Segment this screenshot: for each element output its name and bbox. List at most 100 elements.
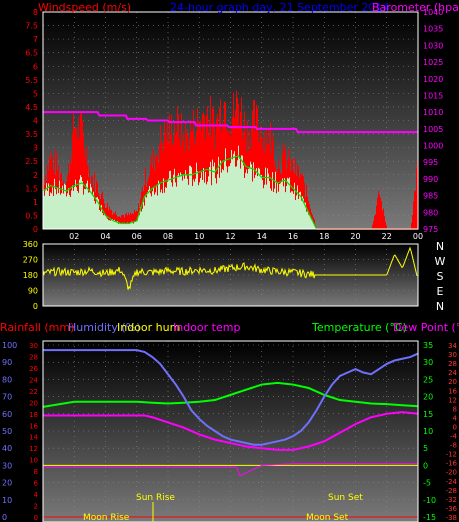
rainfall-tick-label: 12 bbox=[29, 445, 38, 453]
dewpoint-tick-label: -20 bbox=[446, 469, 457, 477]
rainfall-tick-label: 4 bbox=[34, 491, 39, 499]
humidity-tick-label: 100 bbox=[2, 341, 17, 350]
compass-label: W bbox=[435, 255, 446, 268]
direction-tick-label: 360 bbox=[23, 240, 38, 249]
wind-axis-label: Windspeed (m/s) bbox=[38, 1, 131, 14]
wind-tick-label: 2 bbox=[33, 171, 38, 180]
dewpoint-tick-label: 20 bbox=[448, 378, 457, 386]
direction-panel-marks bbox=[42, 246, 418, 290]
compass-label: E bbox=[437, 285, 444, 298]
dewpoint-tick-label: 12 bbox=[448, 396, 457, 404]
barometer-tick-label: 1040 bbox=[423, 8, 443, 17]
time-tick-label: 22 bbox=[382, 232, 392, 241]
dewpoint-tick-label: 34 bbox=[448, 342, 457, 350]
time-tick-label: 08 bbox=[163, 232, 173, 241]
temperature-tick-label: 15 bbox=[423, 410, 433, 419]
humidity-tick-label: 50 bbox=[2, 427, 12, 436]
direction-ticks-left: 0 90 180 270 360 bbox=[23, 240, 38, 311]
direction-panel-frame bbox=[42, 243, 419, 307]
temperature-tick-label: 25 bbox=[423, 375, 433, 384]
wind-tick-label: 1.5 bbox=[25, 184, 38, 193]
time-tick-label: 12 bbox=[225, 232, 235, 241]
barometer-tick-label: 1000 bbox=[423, 142, 443, 151]
temperature-tick-label: -10 bbox=[423, 496, 436, 505]
rainfall-tick-label: 22 bbox=[29, 388, 38, 396]
legend-temperature: Temperature (°C) bbox=[311, 321, 407, 334]
humidity-ticks: 0 10 20 30 40 50 60 70 80 90 100 bbox=[2, 341, 17, 522]
barometer-line bbox=[43, 111, 418, 134]
rainfall-tick-label: 24 bbox=[29, 376, 38, 384]
wind-tick-label: 0.5 bbox=[25, 211, 38, 220]
dewpoint-tick-label: 16 bbox=[448, 387, 457, 395]
barometer-tick-label: 1035 bbox=[423, 25, 443, 34]
humidity-tick-label: 90 bbox=[2, 358, 12, 367]
time-tick-label: 18 bbox=[319, 232, 329, 241]
wind-tick-label: 3 bbox=[33, 144, 38, 153]
humidity-tick-label: 70 bbox=[2, 393, 12, 402]
rainfall-tick-label: 8 bbox=[34, 468, 38, 476]
humidity-tick-label: 80 bbox=[2, 375, 12, 384]
wind-tick-label: 5.5 bbox=[25, 76, 38, 85]
barometer-axis-label: Barometer (hpa) bbox=[372, 1, 459, 14]
temp-panel-marks bbox=[42, 349, 419, 518]
barometer-tick-label: 985 bbox=[423, 192, 438, 201]
wind-tick-label: 0 bbox=[33, 225, 38, 234]
time-tick-label: 14 bbox=[257, 232, 267, 241]
dewpoint-tick-label: -32 bbox=[446, 496, 457, 504]
compass-label: N bbox=[436, 240, 444, 253]
dewpoint-tick-label: -28 bbox=[446, 487, 457, 495]
dewpoint-tick-label: -4 bbox=[450, 433, 458, 441]
rainfall-tick-label: 10 bbox=[29, 457, 38, 465]
rainfall-tick-label: 0 bbox=[34, 514, 38, 522]
barometer-tick-label: 1030 bbox=[423, 41, 443, 50]
temperature-tick-label: 20 bbox=[423, 393, 433, 402]
wind-panel-marks bbox=[42, 90, 418, 230]
humidity-tick-label: 10 bbox=[2, 496, 12, 505]
humidity-tick-label: 20 bbox=[2, 479, 12, 488]
wind-tick-label: 1 bbox=[33, 198, 38, 207]
barometer-tick-label: 1020 bbox=[423, 75, 443, 84]
direction-tick-label: 0 bbox=[33, 302, 38, 311]
moon-rise-label: Moon Rise bbox=[83, 513, 130, 522]
temperature-tick-label: -15 bbox=[423, 513, 436, 522]
barometer-tick-label: 1005 bbox=[423, 125, 443, 134]
barometer-tick-label: 995 bbox=[423, 158, 438, 167]
sun-rise-label: Sun Rise bbox=[136, 493, 175, 503]
dewpoint-tick-label: 8 bbox=[453, 405, 457, 413]
wind-tick-label: 2.5 bbox=[25, 157, 38, 166]
rainfall-tick-label: 16 bbox=[29, 422, 38, 430]
rainfall-tick-label: 26 bbox=[29, 365, 38, 373]
temperature-tick-label: 35 bbox=[423, 341, 433, 350]
temp-panel-frame bbox=[42, 340, 419, 522]
direction-tick-label: 270 bbox=[23, 256, 38, 265]
legend-dew-point: Dew Point (°C) bbox=[393, 321, 459, 334]
legend-indoor-hum: Indoor hum bbox=[117, 321, 180, 334]
compass-label: N bbox=[436, 300, 444, 313]
time-tick-label: 10 bbox=[194, 232, 204, 241]
temp-panel-grid bbox=[43, 341, 419, 522]
dewpoint-ticks: -38-36-32-28-24-20-16-12-8-4 048121620242… bbox=[446, 342, 458, 522]
barometer-tick-label: 1010 bbox=[423, 108, 443, 117]
dewpoint-tick-label: 4 bbox=[453, 414, 458, 422]
barometer-tick-label: 1015 bbox=[423, 91, 443, 100]
dewpoint-tick-label: -8 bbox=[450, 442, 457, 450]
barometer-tick-label: 1025 bbox=[423, 58, 443, 67]
barometer-ticks-right: 975 980 985 990 995 1000 1005 1010 1015 1020 1025 1… bbox=[423, 8, 443, 234]
temperature-line bbox=[42, 381, 419, 408]
barometer-tick-label: 980 bbox=[423, 208, 438, 217]
dewpoint-tick-label: 0 bbox=[453, 423, 457, 431]
temperature-tick-label: 30 bbox=[423, 358, 433, 367]
temperature-tick-label: 5 bbox=[423, 444, 428, 453]
rainfall-tick-label: 30 bbox=[29, 342, 38, 350]
dew-point-line bbox=[43, 411, 419, 451]
time-tick-label: 04 bbox=[100, 232, 110, 241]
time-tick-label: 02 bbox=[69, 232, 79, 241]
wind-tick-label: 6.5 bbox=[25, 49, 38, 58]
temperature-tick-label: -5 bbox=[423, 479, 431, 488]
time-tick-label: 20 bbox=[350, 232, 360, 241]
compass-label: S bbox=[437, 270, 444, 283]
wind-tick-label: 4 bbox=[33, 117, 38, 126]
dewpoint-tick-label: 28 bbox=[448, 360, 457, 368]
wind-panel-frame bbox=[42, 11, 419, 230]
